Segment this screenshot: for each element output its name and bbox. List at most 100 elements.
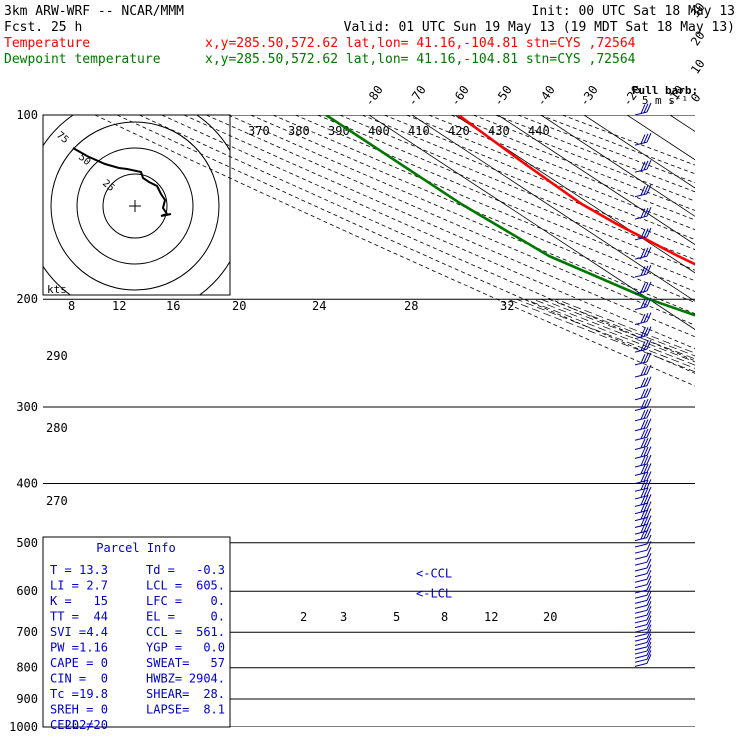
dry-adiabat — [94, 115, 695, 387]
lcl-marker: <-LCL — [416, 586, 452, 600]
hodograph-ring — [76, 147, 194, 265]
parcel-info-title: Parcel Info — [96, 541, 175, 555]
mixing-ratio-label: 5 — [393, 610, 400, 624]
isotherm-line — [368, 115, 695, 330]
wind-barb — [634, 376, 652, 390]
parcel-info-cell: SWEAT= — [146, 656, 189, 670]
isotherm-label: 20 — [688, 28, 708, 48]
parcel-info-cell: 202/20 — [65, 718, 108, 732]
isotherm-label: -40 — [534, 83, 558, 109]
wind-barb — [634, 633, 652, 647]
pressure-label: 600 — [16, 584, 38, 598]
dry-adiabat — [228, 115, 695, 315]
parcel-info-cell: T = — [50, 563, 72, 577]
wind-barb — [634, 364, 652, 378]
wind-barb — [634, 605, 652, 619]
parcel-info-cell: 44 — [94, 610, 108, 624]
isotherm-line — [454, 115, 695, 274]
isotherm-label: 30 — [688, 0, 708, 20]
wind-barb — [634, 615, 652, 629]
dewpoint-location: x,y=285.50,572.62 lat,lon= 41.16,-104.81… — [205, 52, 636, 67]
wind-barb — [634, 575, 652, 589]
dry-adiabat — [250, 115, 695, 303]
parcel-info-cell: 2.7 — [86, 579, 108, 593]
temperature-location: x,y=285.50,572.62 lat,lon= 41.16,-104.81… — [205, 36, 636, 51]
hodograph-speed-label: 32 — [500, 299, 514, 313]
wind-barb — [634, 508, 652, 522]
hodograph-ring — [50, 121, 220, 291]
wind-barb — [634, 552, 652, 566]
wind-barb — [634, 312, 652, 326]
parcel-info-cell: Td = — [146, 563, 175, 577]
barb-legend-unit: 5 m s⁻¹ — [642, 94, 688, 107]
parcel-info-cell: 2904. — [189, 672, 225, 686]
parcel-info-cell: 15 — [94, 594, 108, 608]
parcel-info-cell: 0. — [211, 594, 225, 608]
sounding-traces — [325, 115, 695, 317]
wind-barb — [634, 184, 652, 198]
moist-adiabat — [507, 298, 695, 373]
isotherm-label: 10 — [688, 57, 708, 77]
parcel-info-cell: 0.0 — [203, 641, 225, 655]
wind-barb — [634, 102, 652, 116]
parcel-info-cell: 0 — [101, 672, 108, 686]
parcel-info-cell: 57 — [211, 656, 225, 670]
theta-label: 410 — [408, 124, 430, 138]
pressure-label: 1000 — [9, 720, 38, 734]
parcel-info-cell: CELL = — [50, 718, 93, 732]
parcel-info-cell: YGP = — [146, 641, 182, 655]
wetbulb-label: 270 — [46, 494, 68, 508]
moist-adiabat — [555, 298, 695, 354]
parcel-info-cell: 0 — [101, 703, 108, 717]
parcel-info-cell: SVI = — [50, 625, 86, 639]
dry-adiabat — [183, 115, 695, 338]
wind-barb — [634, 246, 652, 260]
hodograph-ring-label: 25 — [100, 178, 116, 194]
parcel-info-cell: LAPSE= — [146, 703, 189, 717]
pressure-label: 100 — [16, 108, 38, 122]
mixing-ratio-label: 2 — [300, 610, 307, 624]
pressure-label: 900 — [16, 692, 38, 706]
parcel-info-cell: EL = — [146, 610, 175, 624]
dry-adiabat — [450, 115, 695, 211]
parcel-info-cell: 561. — [196, 625, 225, 639]
parcel-info-cell: 0. — [211, 610, 225, 624]
hodograph-trace — [72, 147, 172, 217]
moist-adiabat — [548, 298, 695, 357]
wind-barb — [634, 641, 652, 655]
isotherm-label: -30 — [577, 83, 601, 109]
wind-barb — [634, 628, 652, 642]
wind-barb — [634, 558, 652, 572]
wind-barb — [634, 206, 652, 220]
parcel-info-cell: LI = — [50, 579, 79, 593]
dry-adiabat — [272, 115, 695, 292]
parcel-info-cell: Tc = — [50, 687, 79, 701]
parcel-info-cell: LFC = — [146, 594, 182, 608]
theta-label: 430 — [488, 124, 510, 138]
parcel-info-cell: CIN = — [50, 672, 86, 686]
wind-barb — [634, 454, 652, 468]
hodograph-unit: kts — [47, 283, 67, 296]
wind-barb — [634, 580, 652, 594]
theta-label: 390 — [328, 124, 350, 138]
wind-barbs — [634, 102, 652, 667]
parcel-info-box: Parcel Info T = 13.3 Td = -0.3 LI = 2.7 LCL = 6… — [42, 536, 231, 732]
wind-barb — [634, 326, 652, 340]
parcel-info-cell: CCL = — [146, 625, 182, 639]
hodograph-speed-label: 24 — [312, 299, 326, 313]
wind-barb — [634, 352, 652, 366]
hodograph-speed-label: 12 — [112, 299, 126, 313]
parcel-info-cell: 0 — [101, 656, 108, 670]
wind-barb — [634, 471, 652, 484]
hodograph-speed-label: 8 — [68, 299, 75, 313]
wind-barb — [634, 281, 652, 295]
parcel-info-cell: K = — [50, 594, 72, 608]
wind-barb — [634, 528, 652, 542]
theta-label: 440 — [528, 124, 550, 138]
dry-adiabat — [406, 115, 695, 231]
wind-barb — [634, 646, 652, 659]
parcel-info-cell: -0.3 — [196, 563, 225, 577]
hodograph-speed-label: 16 — [166, 299, 180, 313]
wind-barb — [634, 159, 652, 173]
